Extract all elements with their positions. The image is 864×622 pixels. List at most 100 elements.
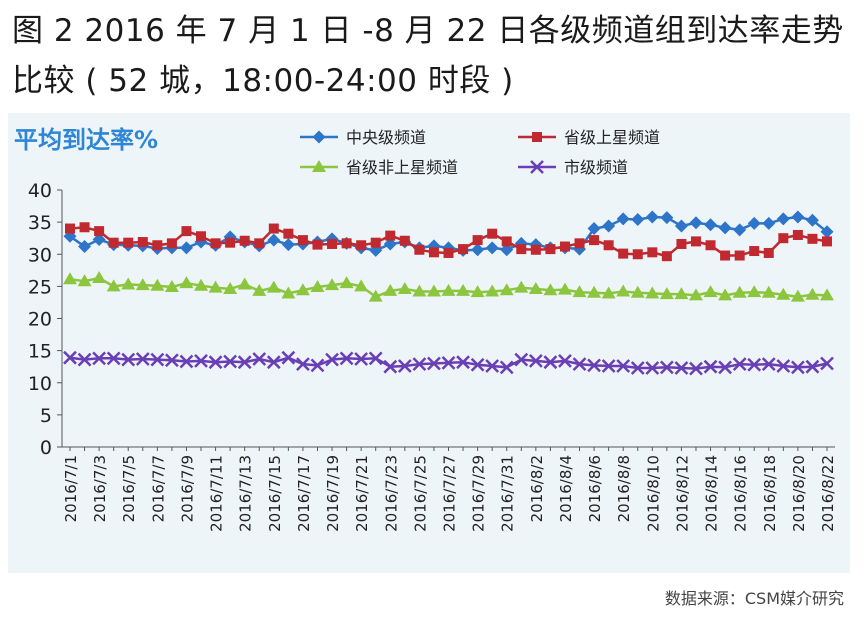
- axes: 0 5 10 15 20 25 30 35 40 2016/7/1 2016/7/3 2016/7/5…: [28, 180, 837, 532]
- data-point: [179, 241, 193, 255]
- y-tick-label: 0: [40, 437, 52, 459]
- data-point: [310, 358, 325, 373]
- data-point: [602, 219, 616, 233]
- data-point: [412, 357, 427, 372]
- legend-marker: [530, 160, 544, 174]
- data-point: [79, 222, 90, 233]
- data-point: [354, 279, 369, 292]
- data-point: [761, 285, 776, 298]
- x-tick-label: 2016/8/12: [673, 455, 691, 532]
- data-point: [137, 237, 148, 248]
- x-tick-label: 2016/8/20: [790, 455, 808, 532]
- data-point: [78, 240, 92, 254]
- x-tick-label: 2016/8/2: [528, 455, 546, 522]
- x-tick-label: 2016/7/15: [266, 455, 284, 532]
- data-point: [528, 354, 543, 368]
- data-point: [223, 354, 238, 369]
- data-point: [674, 287, 689, 300]
- data-point: [252, 352, 267, 366]
- data-point: [574, 238, 585, 249]
- data-point: [166, 238, 177, 249]
- data-point: [312, 239, 323, 250]
- data-point: [661, 251, 672, 262]
- series-layer: [63, 210, 834, 376]
- data-point: [92, 351, 106, 366]
- x-tick-label: 2016/7/11: [208, 455, 226, 532]
- data-point: [296, 357, 310, 372]
- data-point: [123, 237, 134, 248]
- data-point: [761, 357, 776, 372]
- data-point: [268, 223, 279, 234]
- data-point: [791, 210, 805, 224]
- data-point: [397, 359, 412, 373]
- legend-marker: [532, 132, 542, 142]
- data-point: [456, 283, 471, 296]
- data-point: [689, 361, 703, 376]
- data-point: [427, 356, 441, 371]
- data-point: [239, 235, 250, 246]
- data-point: [412, 284, 427, 297]
- legend-label: 中央级频道: [346, 128, 426, 147]
- data-point: [266, 355, 281, 370]
- data-point: [281, 350, 296, 365]
- data-point: [325, 352, 339, 367]
- data-point: [385, 230, 396, 241]
- data-point: [514, 352, 529, 367]
- data-point: [791, 360, 805, 375]
- data-point: [165, 353, 179, 368]
- data-point: [428, 247, 439, 258]
- data-point: [688, 288, 703, 301]
- data-point: [383, 237, 397, 251]
- data-point: [383, 283, 398, 296]
- data-point: [747, 285, 762, 298]
- legend-marker: [312, 160, 326, 172]
- data-point: [674, 361, 689, 375]
- data-point: [630, 285, 645, 298]
- data-point: [368, 351, 383, 366]
- x-tick-label: 2016/8/22: [819, 455, 837, 532]
- y-tick-label: 10: [28, 373, 52, 395]
- data-point: [339, 276, 354, 289]
- data-point: [181, 226, 192, 237]
- data-point: [325, 278, 340, 291]
- data-point: [135, 278, 150, 291]
- data-point: [254, 238, 265, 249]
- data-point: [601, 286, 616, 299]
- x-tick-label: 2016/7/21: [353, 455, 371, 532]
- data-point: [514, 280, 529, 293]
- x-tick-label: 2016/7/31: [499, 455, 517, 532]
- data-point: [572, 357, 587, 372]
- x-tick-label: 2016/7/23: [382, 455, 400, 532]
- data-point: [790, 289, 805, 302]
- data-point: [63, 350, 77, 365]
- data-point: [368, 289, 383, 302]
- data-point: [587, 222, 601, 236]
- data-point: [92, 232, 106, 246]
- data-point: [266, 280, 281, 293]
- data-point: [223, 281, 238, 294]
- data-point: [356, 240, 367, 251]
- data-point: [179, 354, 194, 369]
- data-point: [399, 235, 410, 246]
- data-point: [441, 283, 456, 296]
- legend-item-2: 省级上星频道: [518, 128, 660, 147]
- legend-label: 市级频道: [564, 158, 628, 177]
- data-point: [441, 355, 456, 370]
- data-point: [63, 272, 77, 285]
- data-point: [645, 361, 660, 375]
- data-point: [339, 351, 354, 366]
- data-point: [470, 357, 485, 372]
- data-point: [703, 359, 718, 374]
- data-point: [587, 285, 602, 298]
- data-point: [354, 352, 369, 366]
- data-point: [196, 231, 207, 242]
- data-point: [763, 247, 774, 258]
- data-point: [487, 228, 498, 239]
- data-point: [267, 233, 281, 247]
- series-4: [63, 350, 834, 376]
- x-tick-label: 2016/7/17: [295, 455, 313, 532]
- data-point: [543, 355, 558, 370]
- data-point: [310, 280, 325, 293]
- data-point: [632, 249, 643, 260]
